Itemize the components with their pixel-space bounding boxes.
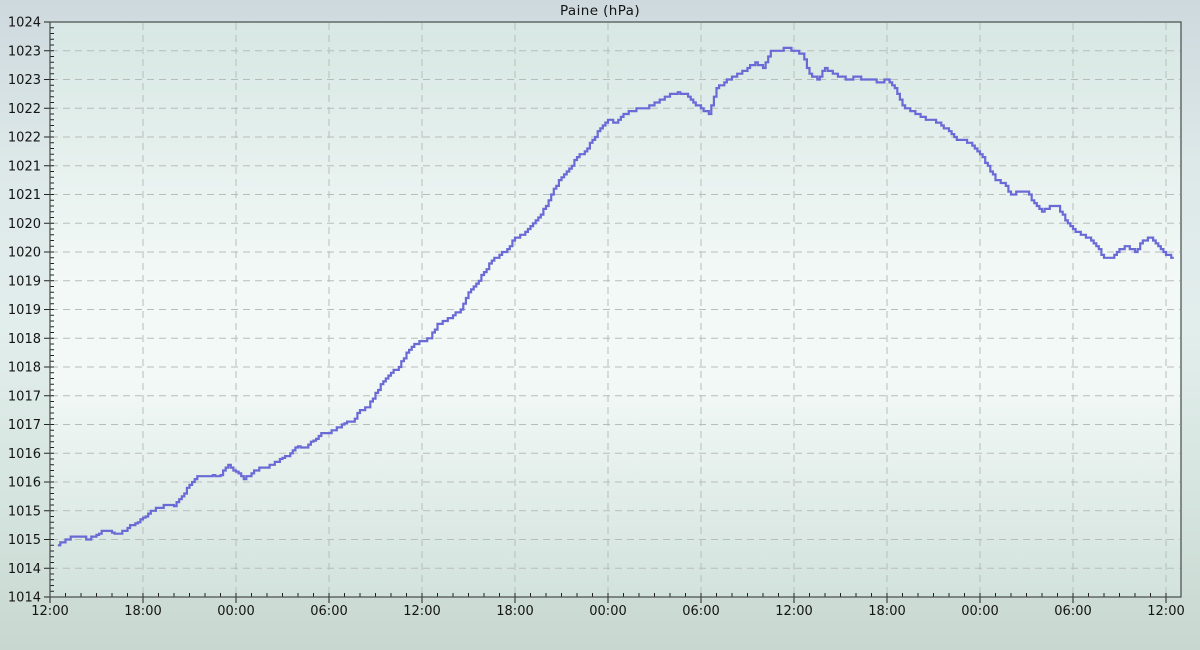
- x-tick-label: 06:00: [1054, 604, 1091, 619]
- x-tick-label: 06:00: [310, 604, 347, 619]
- y-tick-label: 1018: [8, 361, 41, 376]
- x-tick-label: 00:00: [589, 604, 626, 619]
- y-tick-label: 1020: [8, 217, 41, 232]
- y-tick-label: 1020: [8, 246, 41, 261]
- y-tick-label: 1022: [8, 131, 41, 146]
- y-tick-label: 1023: [8, 73, 41, 88]
- x-tick-label: 12:00: [1147, 604, 1184, 619]
- y-tick-label: 1014: [8, 562, 41, 577]
- x-axis-tick-labels: 12:00 18:00 00:00 06:00 12:00 18:00 00:00 06:00…: [31, 604, 1184, 619]
- y-tick-label: 1019: [8, 303, 41, 318]
- x-tick-label: 12:00: [403, 604, 440, 619]
- y-tick-label: 1021: [8, 159, 41, 174]
- x-tick-label: 18:00: [868, 604, 905, 619]
- y-tick-label: 1018: [8, 332, 41, 347]
- chart-title: Paine (hPa): [559, 3, 640, 19]
- y-tick-label: 1019: [8, 274, 41, 289]
- y-tick-label: 1015: [8, 533, 41, 548]
- y-tick-label: 1016: [8, 476, 41, 491]
- x-tick-label: 12:00: [775, 604, 812, 619]
- y-axis-tick-labels: 1024 1023 1023 1022 1022 1021 1021 1020 1020 1019…: [8, 16, 41, 606]
- x-tick-label: 06:00: [682, 604, 719, 619]
- x-tick-label: 12:00: [31, 604, 68, 619]
- axis-ticks: [44, 21, 1167, 603]
- x-tick-label: 18:00: [496, 604, 533, 619]
- y-tick-label: 1015: [8, 504, 41, 519]
- y-tick-label: 1017: [8, 389, 41, 404]
- y-tick-label: 1021: [8, 188, 41, 203]
- x-tick-label: 00:00: [217, 604, 254, 619]
- y-tick-label: 1017: [8, 418, 41, 433]
- x-tick-label: 18:00: [124, 604, 161, 619]
- y-tick-label: 1024: [8, 16, 41, 31]
- y-tick-label: 1014: [8, 591, 41, 606]
- y-tick-label: 1023: [8, 44, 41, 59]
- pressure-line: [57, 46, 1174, 547]
- x-tick-label: 00:00: [961, 604, 998, 619]
- y-tick-label: 1016: [8, 447, 41, 462]
- plot-border: [49, 21, 1182, 598]
- y-tick-label: 1022: [8, 102, 41, 117]
